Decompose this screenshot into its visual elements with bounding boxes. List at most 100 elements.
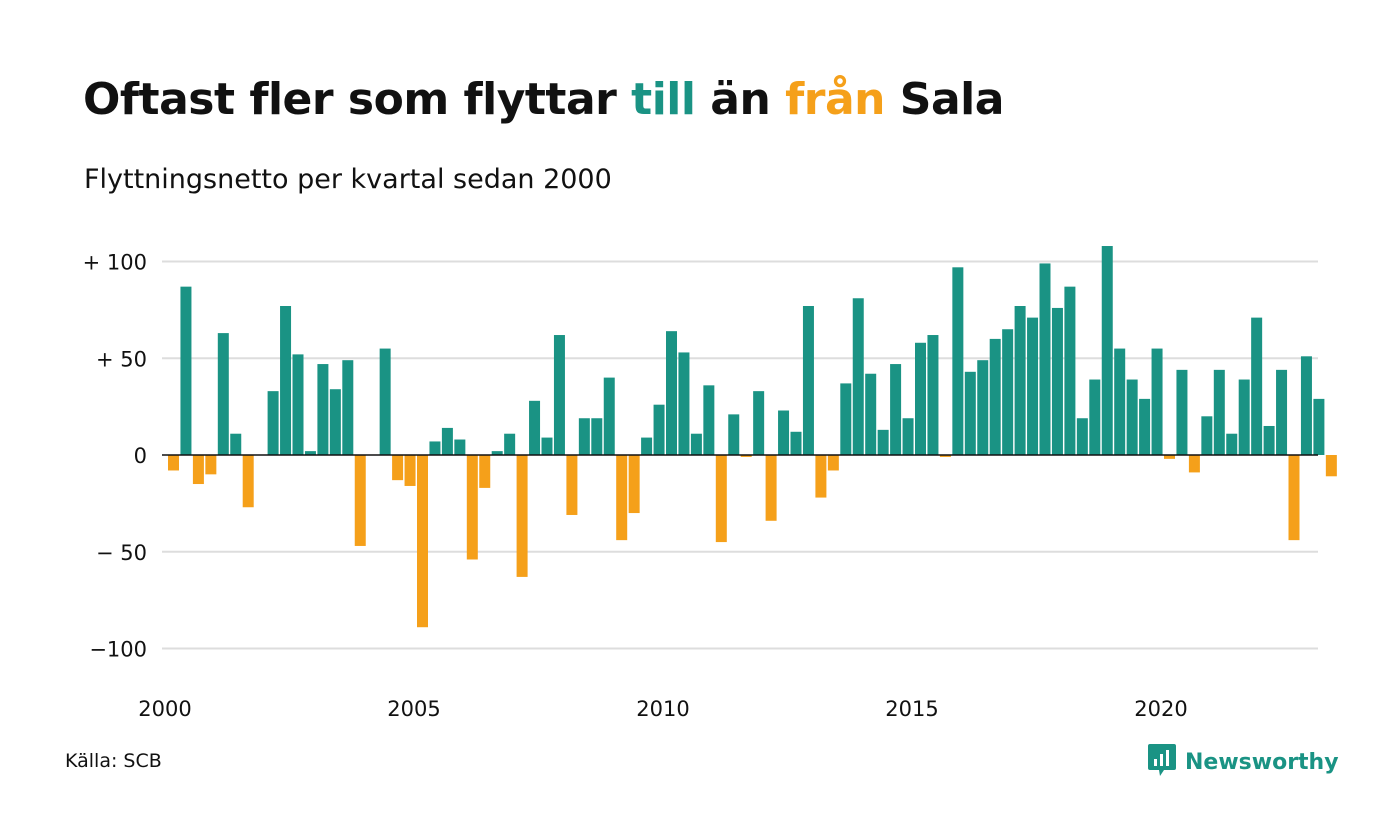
bar [1027,317,1039,455]
bar [1014,306,1026,455]
bar [1313,398,1325,455]
bar [1226,433,1238,455]
bar [1251,317,1263,455]
x-tick-label: 2000 [138,697,191,721]
bar [678,352,690,455]
title-highlight-till: till [631,74,696,125]
chart-title: Oftast fler som flyttar till än från Sal… [83,74,1004,125]
bar [217,333,229,456]
bar [915,342,926,455]
bar [1300,356,1312,455]
bar [765,455,777,521]
bar [616,455,628,541]
bar [641,437,653,455]
bar [852,298,864,455]
title-part-1: Oftast fler som flyttar [83,74,632,125]
bar [441,427,453,455]
bar [1263,425,1275,456]
bar [1139,398,1151,455]
x-tick-label: 2005 [387,697,440,721]
bar [280,306,292,455]
bar [989,338,1001,455]
bar [553,335,565,455]
bar [1238,379,1250,455]
bar [1089,379,1101,455]
bar [815,455,827,498]
bar [1288,455,1300,541]
y-tick-label: + 50 [96,347,147,371]
bar [740,455,752,457]
y-tick-label: + 100 [83,251,147,275]
bar [927,335,939,455]
bar [1114,348,1126,455]
bar [578,418,590,456]
bar [865,373,877,455]
bar [778,410,790,456]
bar [566,455,578,515]
bar [491,451,503,455]
bar [541,437,553,455]
bar [840,383,852,455]
bar [666,331,677,455]
y-axis-labels: + 100 + 50 0 − 50 −100 [83,251,147,662]
bar [890,364,902,456]
bar [1064,286,1076,455]
bar [628,455,640,514]
bar [529,400,541,455]
chart-subtitle: Flyttningsnetto per kvartal sedan 2000 [84,164,612,195]
bar [653,404,665,455]
bar [827,455,839,471]
bar [417,455,428,628]
bar [790,431,802,455]
source-label: Källa: SCB [65,750,162,772]
x-axis-labels: 2000 2005 2010 2015 2020 [138,697,1187,721]
bar [1276,369,1288,455]
x-tick-label: 2015 [885,697,938,721]
bar [1164,455,1175,459]
y-tick-label: 0 [134,444,147,468]
bar [429,441,441,455]
bar [267,391,279,455]
bar [454,439,466,455]
bar [192,455,204,485]
bar [230,433,242,455]
bar [1201,416,1213,455]
bar [715,455,727,543]
y-tick-label: − 50 [96,541,147,565]
bar [317,364,329,456]
bar [939,455,951,457]
bar [392,455,404,481]
bar [466,455,478,560]
bar [753,391,765,455]
bar [703,385,715,455]
bar [1126,379,1138,455]
title-highlight-fran: från [785,74,885,125]
bar [1151,348,1163,455]
bar [242,455,254,508]
bar [516,455,528,577]
bar [404,455,416,486]
bar [877,429,889,456]
bar [1051,307,1063,455]
bar [1188,455,1200,473]
bar [603,377,615,455]
bar [902,418,914,456]
title-part-2: än [695,74,786,125]
bar [952,267,964,455]
bar [180,286,192,455]
x-tick-label: 2010 [636,697,689,721]
bar [1076,418,1088,456]
x-tick-label: 2020 [1134,697,1187,721]
bar [168,455,179,471]
title-part-3: Sala [884,74,1005,125]
bar [728,414,740,455]
bar [802,306,814,455]
bar [1325,455,1337,477]
bar [304,451,316,455]
bar-chart-speech-bubble-icon [1147,742,1177,782]
bar [1213,369,1225,455]
bar [354,455,366,546]
bar [964,371,976,455]
bar [379,348,391,455]
bar [1176,369,1188,455]
